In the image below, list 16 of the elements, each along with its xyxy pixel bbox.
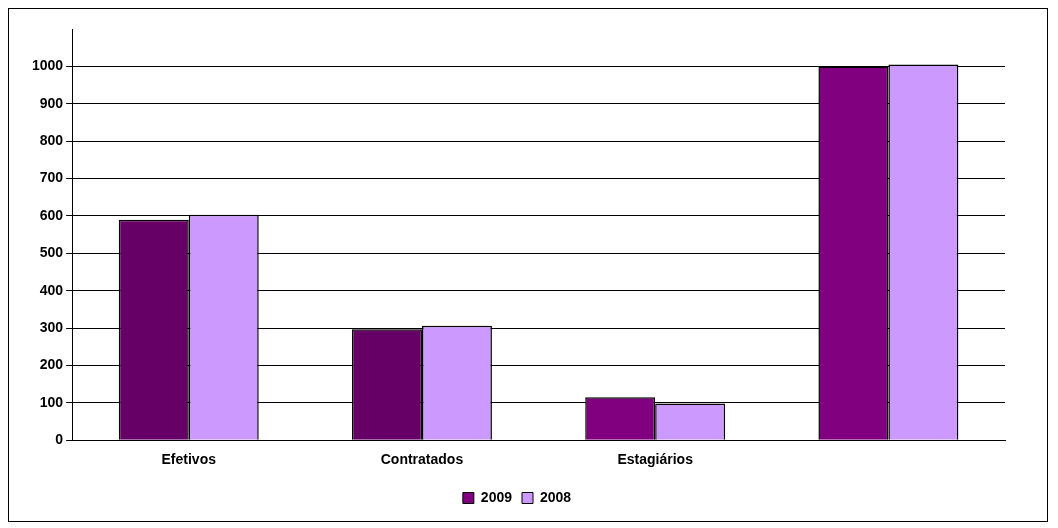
y-tick-label: 200 — [39, 356, 64, 373]
y-tick-label: 0 — [55, 431, 64, 448]
x-tick-label: Estagiários — [617, 451, 694, 468]
y-tick-label: 500 — [39, 244, 64, 261]
legend-label: 2008 — [540, 488, 572, 505]
x-tick-label: Contratados — [380, 451, 464, 468]
legend-label: 2009 — [480, 488, 513, 505]
x-tick-label: Efetivos — [161, 451, 217, 468]
y-tick-label: 700 — [39, 169, 64, 186]
y-tick-label: 400 — [39, 281, 64, 298]
y-tick-label: 300 — [39, 318, 64, 335]
y-tick-label: 100 — [39, 393, 64, 410]
y-tick-label: 800 — [39, 132, 64, 148]
y-tick-label: 1000 — [31, 57, 64, 74]
y-tick-label: 900 — [39, 94, 64, 111]
y-tick-label: 600 — [39, 206, 64, 223]
